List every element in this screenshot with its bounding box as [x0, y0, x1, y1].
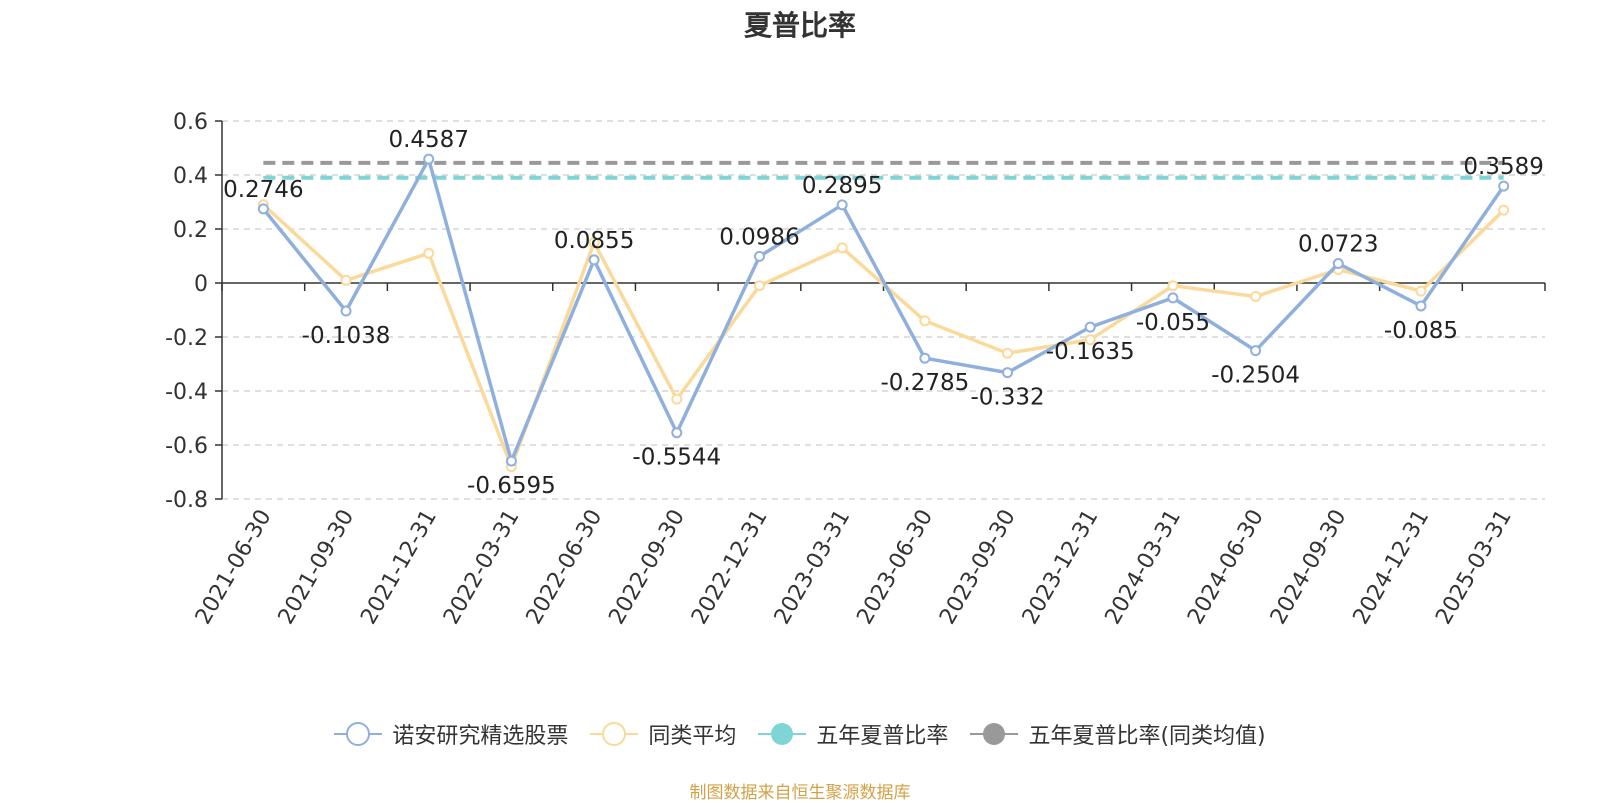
- data-label: -0.2785: [880, 370, 969, 396]
- data-point: [588, 254, 600, 266]
- data-point: [753, 250, 765, 262]
- legend-item[interactable]: 诺安研究精选股票: [334, 718, 568, 750]
- data-point: [1002, 367, 1014, 379]
- grid-lines: [222, 120, 1545, 500]
- data-label: 0.2746: [223, 177, 303, 203]
- reference-lines: [263, 160, 1504, 180]
- legend-label: 五年夏普比率: [816, 724, 949, 749]
- x-tick-label: 2024-06-30: [1183, 506, 1269, 629]
- series-line: [261, 157, 1506, 463]
- data-label: 0.0855: [554, 228, 634, 254]
- y-tick-label: 0.6: [173, 110, 208, 135]
- data-point: [505, 455, 517, 467]
- x-tick-label: 2021-12-31: [356, 506, 442, 629]
- y-tick-label: 0.2: [173, 218, 208, 243]
- legend-marker-icon: [758, 723, 807, 745]
- y-tick-label: -0.6: [165, 434, 208, 459]
- data-label: -0.2504: [1211, 363, 1300, 389]
- data-label: -0.332: [970, 385, 1044, 411]
- data-label: -0.085: [1384, 318, 1458, 344]
- x-tick-label: 2024-09-30: [1266, 506, 1352, 629]
- data-label: 0.4587: [388, 127, 468, 153]
- data-labels: 0.2746 -0.1038 0.4587 -0.6595 0.0855 -0.5544 0…: [223, 127, 1544, 499]
- legend-label: 五年夏普比率(同类均值): [1028, 724, 1266, 749]
- data-point: [1498, 180, 1510, 192]
- data-point: [1250, 345, 1262, 357]
- y-tick-label: 0: [194, 272, 208, 297]
- x-tick-label: 2025-03-31: [1431, 506, 1517, 629]
- data-point: [1332, 257, 1344, 269]
- data-point: [919, 352, 931, 364]
- x-tick-label: 2022-06-30: [522, 506, 608, 629]
- x-tick-label: 2024-03-31: [1101, 506, 1187, 629]
- legend-marker-icon: [590, 722, 639, 746]
- data-point: [423, 153, 435, 165]
- data-point: [340, 274, 352, 286]
- data-point: [919, 315, 931, 327]
- data-label: -0.055: [1136, 310, 1210, 336]
- x-tick-label: 2023-03-31: [770, 506, 856, 629]
- legend-marker-icon: [334, 722, 383, 746]
- x-tick-label: 2023-09-30: [935, 506, 1021, 629]
- series-lines: [257, 153, 1510, 473]
- data-point: [588, 237, 600, 248]
- x-tick-label: 2023-06-30: [852, 506, 938, 629]
- y-tick-label: -0.8: [165, 488, 208, 513]
- y-tick-label: 0.4: [173, 164, 208, 189]
- sharpe-ratio-chart: -0.8-0.6-0.4-0.200.20.40.62021-06-302021…: [165, 110, 1546, 629]
- y-tick-label: -0.2: [165, 326, 208, 351]
- data-point: [836, 242, 848, 254]
- source-note: 制图数据来自恒生聚源数据库: [689, 783, 911, 803]
- data-point: [1415, 285, 1427, 297]
- legend-item[interactable]: 五年夏普比率(同类均值): [970, 718, 1266, 750]
- data-label: 0.0723: [1298, 231, 1378, 257]
- legend-item[interactable]: 五年夏普比率: [758, 718, 948, 750]
- x-tick-label: 2024-12-31: [1349, 506, 1435, 629]
- data-point: [1250, 291, 1262, 302]
- data-label: 0.2895: [802, 173, 882, 199]
- data-label: -0.6595: [467, 473, 556, 499]
- x-tick-label: 2021-09-30: [274, 506, 360, 629]
- data-point: [257, 203, 269, 215]
- legend-marker-icon: [970, 723, 1019, 745]
- data-point: [836, 199, 848, 211]
- data-point: [1498, 204, 1510, 216]
- data-point: [423, 247, 435, 259]
- x-tick-label: 2021-06-30: [191, 506, 277, 629]
- legend-item[interactable]: 同类平均: [590, 718, 736, 750]
- x-tick-label: 2022-12-31: [687, 506, 773, 629]
- data-label: 0.0986: [719, 224, 799, 250]
- y-tick-label: -0.4: [165, 380, 208, 405]
- legend: 诺安研究精选股票 同类平均 五年夏普比率 五年夏普比率(同类均值): [0, 718, 1600, 750]
- data-point: [1167, 280, 1179, 292]
- chart-title: 夏普比率: [743, 9, 856, 42]
- x-tick-label: 2022-03-31: [439, 506, 525, 629]
- data-point: [1002, 347, 1014, 359]
- data-point: [340, 305, 352, 317]
- x-tick-label: 2023-12-31: [1018, 506, 1104, 629]
- data-label: -0.1038: [302, 323, 391, 349]
- data-point: [671, 427, 683, 439]
- data-point: [753, 280, 765, 292]
- data-point: [1415, 300, 1427, 312]
- data-label: -0.5544: [632, 445, 721, 471]
- data-point: [1084, 321, 1096, 333]
- data-label: -0.1635: [1046, 339, 1135, 365]
- data-point: [671, 393, 683, 405]
- data-label: 0.3589: [1463, 154, 1543, 180]
- x-tick-label: 2022-09-30: [604, 506, 690, 629]
- data-point: [1084, 334, 1096, 346]
- data-point: [1167, 292, 1179, 304]
- legend-label: 诺安研究精选股票: [392, 724, 569, 749]
- legend-label: 同类平均: [648, 724, 737, 749]
